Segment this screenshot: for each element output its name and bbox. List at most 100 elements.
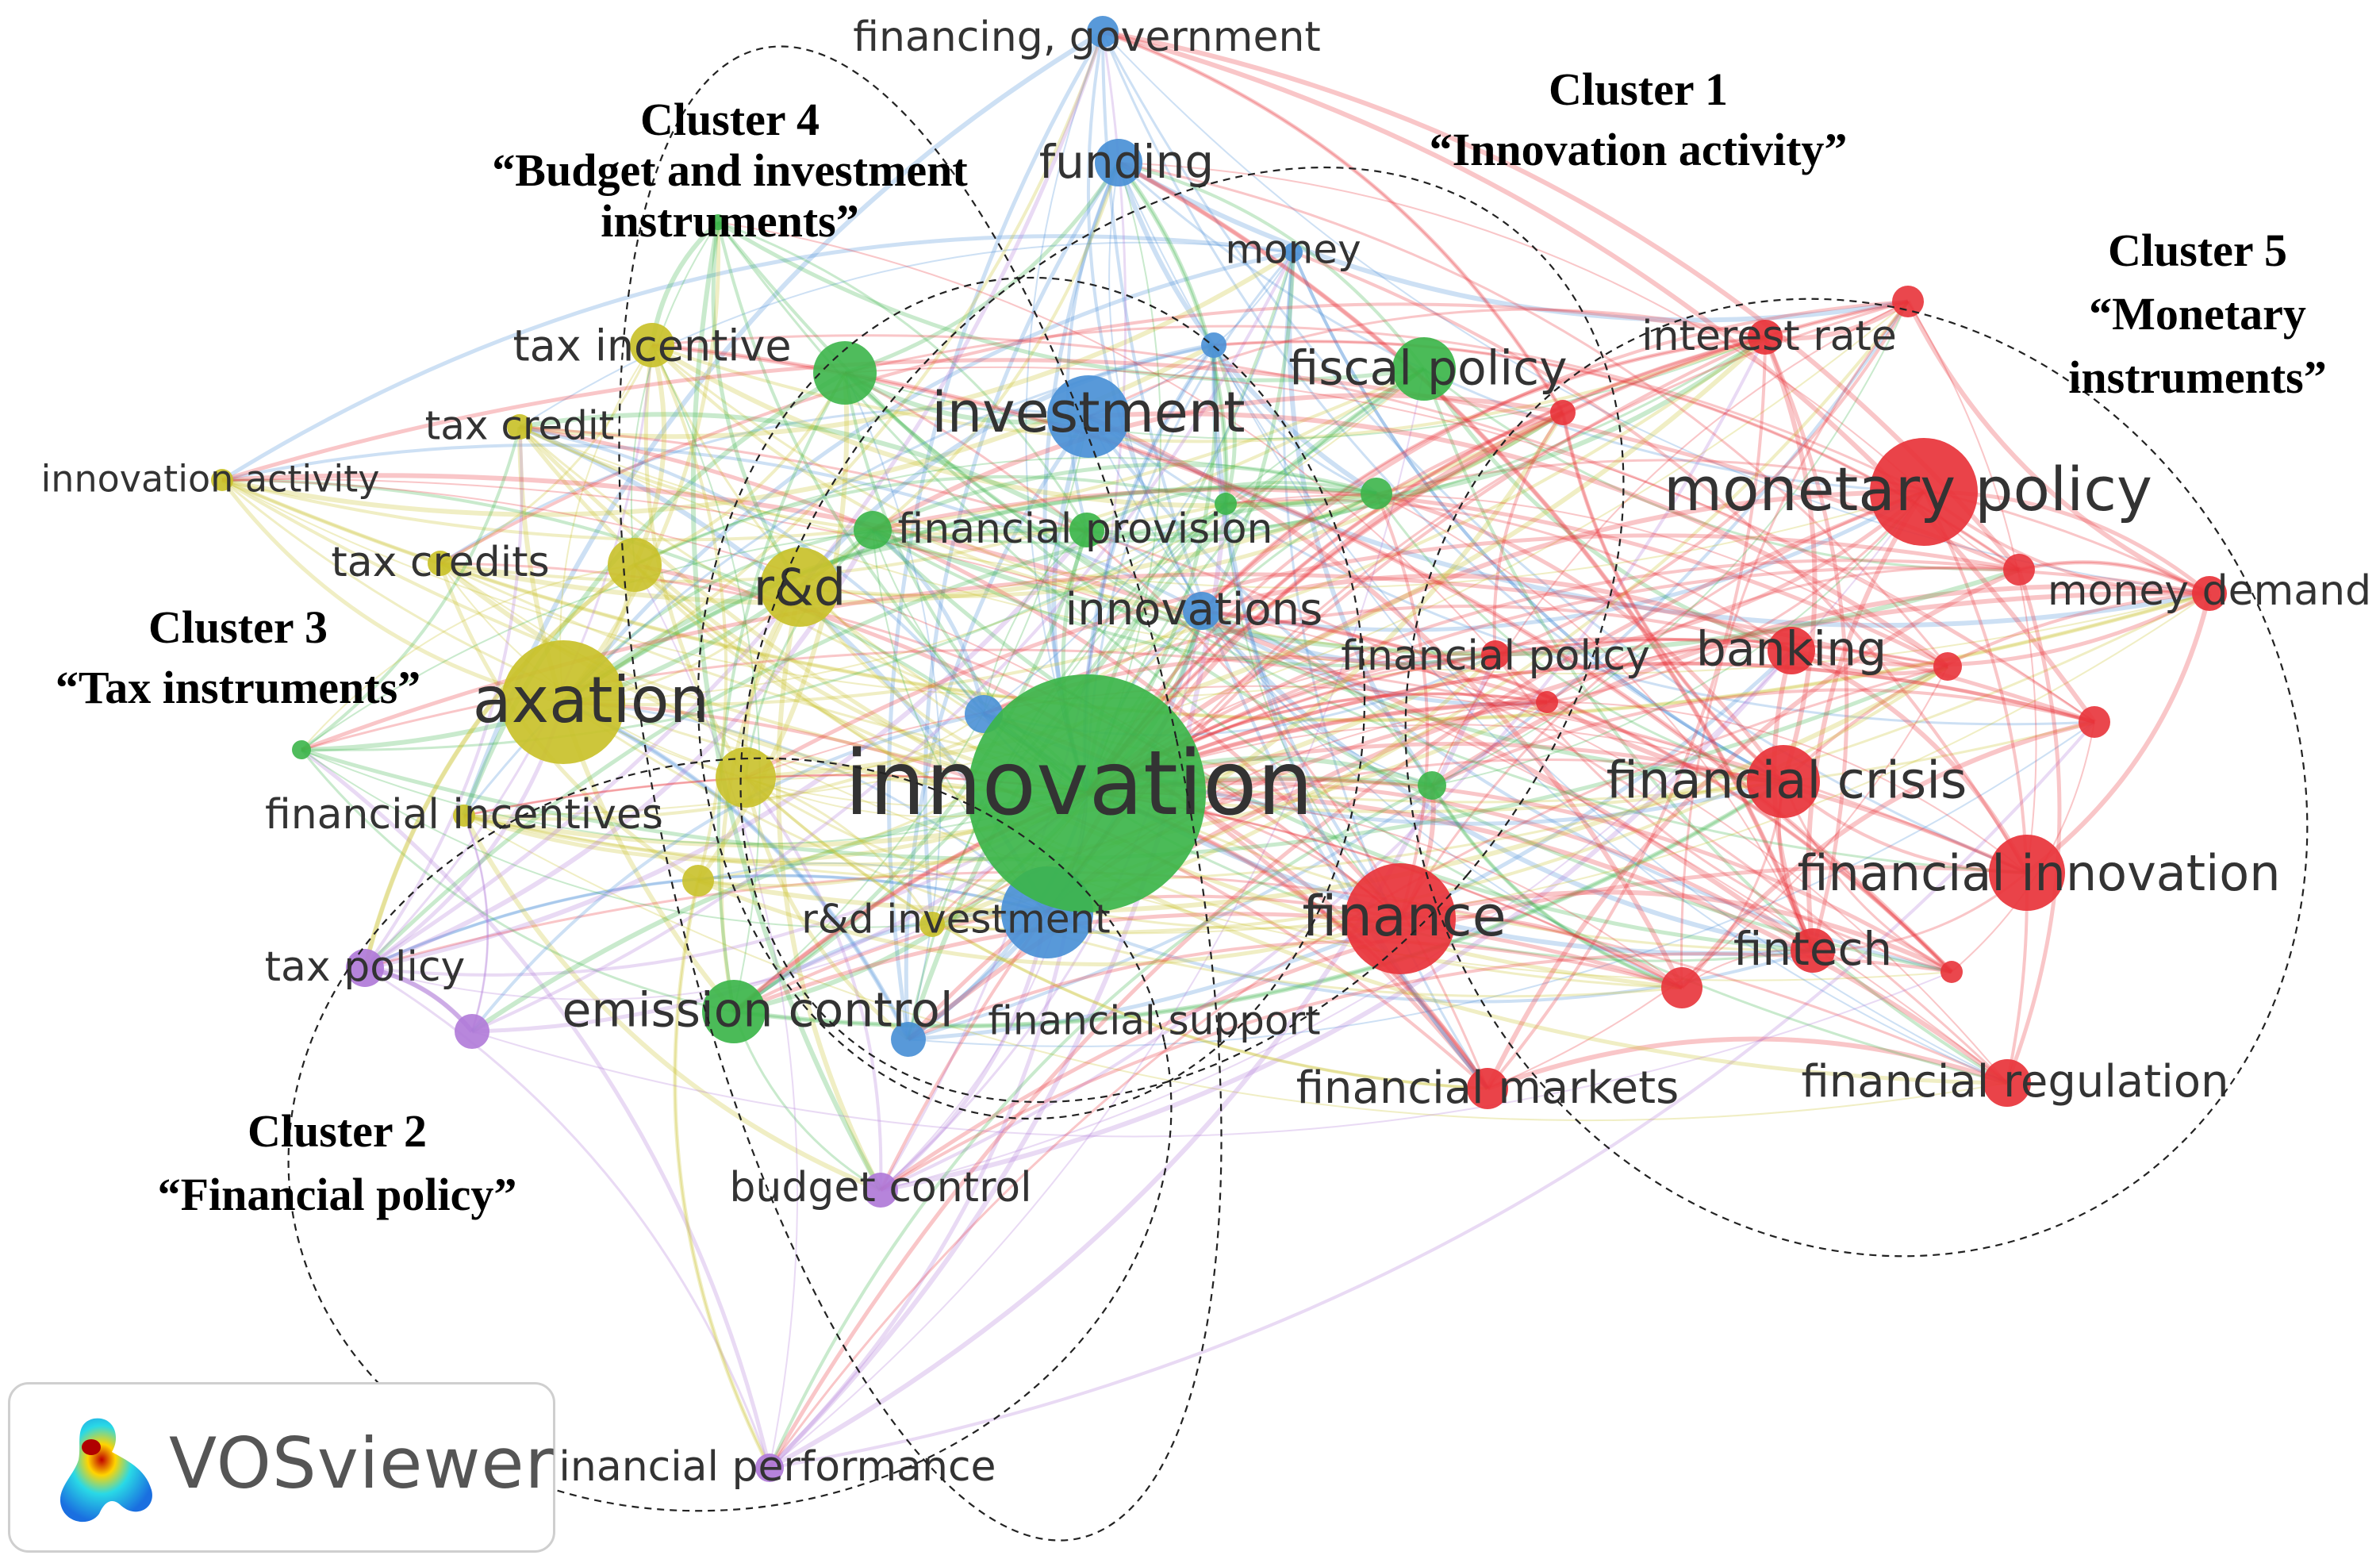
- node-financial-policy[interactable]: [1481, 640, 1510, 669]
- cluster-titles: Cluster 1 “Innovation activity” Cluster 2 “…: [56, 63, 2327, 1220]
- network-link: [1201, 610, 1433, 786]
- network-link: [651, 336, 1766, 444]
- node-financial-crisis[interactable]: [1747, 745, 1820, 818]
- network-link: [221, 479, 1496, 700]
- cluster-5-title-group: Cluster 5 “Monetary instruments”: [2068, 225, 2326, 403]
- network-link: [1486, 1036, 2008, 1091]
- node-innovation-activity[interactable]: [211, 469, 233, 491]
- vosviewer-badge-text: VOSviewer: [169, 1423, 555, 1504]
- network-link: [2025, 593, 2212, 875]
- node-tax-policy[interactable]: [346, 949, 384, 987]
- node-money[interactable]: [1284, 243, 1303, 262]
- network-link: [1117, 161, 1925, 493]
- node-financial-provision[interactable]: [1069, 513, 1104, 547]
- network-link: [1087, 414, 2210, 628]
- network-link: [1763, 336, 1849, 951]
- node-budget-control[interactable]: [863, 1173, 898, 1208]
- network-link: [1486, 336, 1767, 1090]
- vosviewer-logo-icon: [60, 1418, 152, 1523]
- node-innovations[interactable]: [1183, 592, 1221, 630]
- network-link: [1376, 493, 1814, 951]
- node-finance[interactable]: [1345, 863, 1456, 974]
- node-investment[interactable]: [1047, 375, 1130, 458]
- label-fiscal-policy: fiscal policy: [1288, 341, 1567, 397]
- network-link: [1430, 784, 1683, 990]
- cluster-4-subtitle: “Budget and investment: [492, 144, 968, 196]
- network-link: [1806, 490, 1926, 951]
- label-financing-government: financing, government: [853, 13, 1321, 61]
- network-link: [1376, 491, 1786, 783]
- network-link: [463, 815, 489, 1032]
- node-banking[interactable]: [1768, 627, 1815, 674]
- network-link: [1679, 720, 2095, 989]
- node-financial-performance[interactable]: [755, 1454, 784, 1482]
- node-financial-incentives[interactable]: [453, 805, 475, 827]
- network-link: [1225, 493, 1948, 667]
- network-link: [634, 564, 799, 1469]
- network-link: [440, 367, 1426, 583]
- node-financial-regulation[interactable]: [1983, 1059, 2031, 1107]
- node-taxation[interactable]: [501, 640, 625, 764]
- node-financing-government[interactable]: [1087, 16, 1119, 48]
- node-emission-control[interactable]: [702, 980, 766, 1043]
- network-link: [717, 221, 1496, 655]
- network-node-unlabeled: [1418, 771, 1446, 800]
- network-link: [733, 416, 1089, 1012]
- network-link: [1561, 412, 1784, 783]
- network-link: [301, 367, 1425, 751]
- network-link: [634, 456, 1377, 566]
- node-funding[interactable]: [1095, 139, 1142, 186]
- node-money-demand[interactable]: [2192, 576, 2227, 611]
- network-link: [364, 528, 1089, 970]
- node-rd[interactable]: [760, 547, 839, 627]
- network-link: [1495, 301, 1910, 656]
- network-link: [1376, 459, 2210, 595]
- network-link: [651, 344, 728, 881]
- network-link: [364, 924, 933, 1000]
- network-link: [744, 776, 883, 1191]
- node-financial-innovation[interactable]: [1989, 835, 2065, 911]
- label-monetary-policy: monetary policy: [1664, 454, 2152, 524]
- network-link: [634, 372, 846, 566]
- node-fiscal-policy[interactable]: [1392, 337, 1456, 401]
- node-monetary-policy[interactable]: [1870, 438, 1978, 546]
- label-budget-control: budget control: [729, 1164, 1031, 1212]
- network-link: [744, 776, 1488, 1090]
- network-link: [630, 221, 719, 566]
- network-link: [1292, 252, 1784, 783]
- network-link: [931, 593, 2210, 935]
- network-link: [519, 241, 1294, 428]
- node-fintech[interactable]: [1791, 928, 1835, 973]
- network-node-unlabeled: [1201, 332, 1226, 358]
- network-link: [1201, 490, 1925, 632]
- network-link: [1200, 300, 1909, 613]
- network-link: [744, 528, 874, 778]
- network-link: [440, 407, 1089, 565]
- network-link: [1201, 336, 1766, 612]
- node-innovation[interactable]: [968, 674, 1206, 912]
- network-node-unlabeled: [2079, 706, 2110, 738]
- network-link: [221, 234, 1294, 482]
- network-link: [1200, 609, 1496, 666]
- label-fintech: fintech: [1733, 922, 1892, 976]
- network-link: [440, 562, 1401, 920]
- network-link: [1431, 491, 1925, 786]
- cluster-4-subtitle2: instruments”: [601, 195, 858, 247]
- label-financial-policy: financial policy: [1341, 632, 1650, 680]
- network-link: [2018, 561, 2210, 594]
- node-tax-credits[interactable]: [428, 551, 453, 576]
- network-link: [2005, 569, 2062, 1084]
- node-financial-markets[interactable]: [1467, 1068, 1508, 1109]
- network-link: [843, 371, 1784, 784]
- network-link: [1292, 252, 1784, 783]
- node-tax-credit[interactable]: [507, 414, 532, 440]
- network-link: [1546, 491, 1925, 704]
- network-link: [931, 665, 1949, 934]
- node-financial-support[interactable]: [891, 1022, 926, 1057]
- node-interest-rate[interactable]: [1748, 320, 1783, 355]
- network-link: [470, 775, 1433, 1034]
- label-financial-support: financial support: [988, 998, 1320, 1044]
- node-tax-incentive[interactable]: [630, 323, 674, 367]
- network-link: [880, 649, 1794, 1192]
- network-link: [1212, 344, 1377, 495]
